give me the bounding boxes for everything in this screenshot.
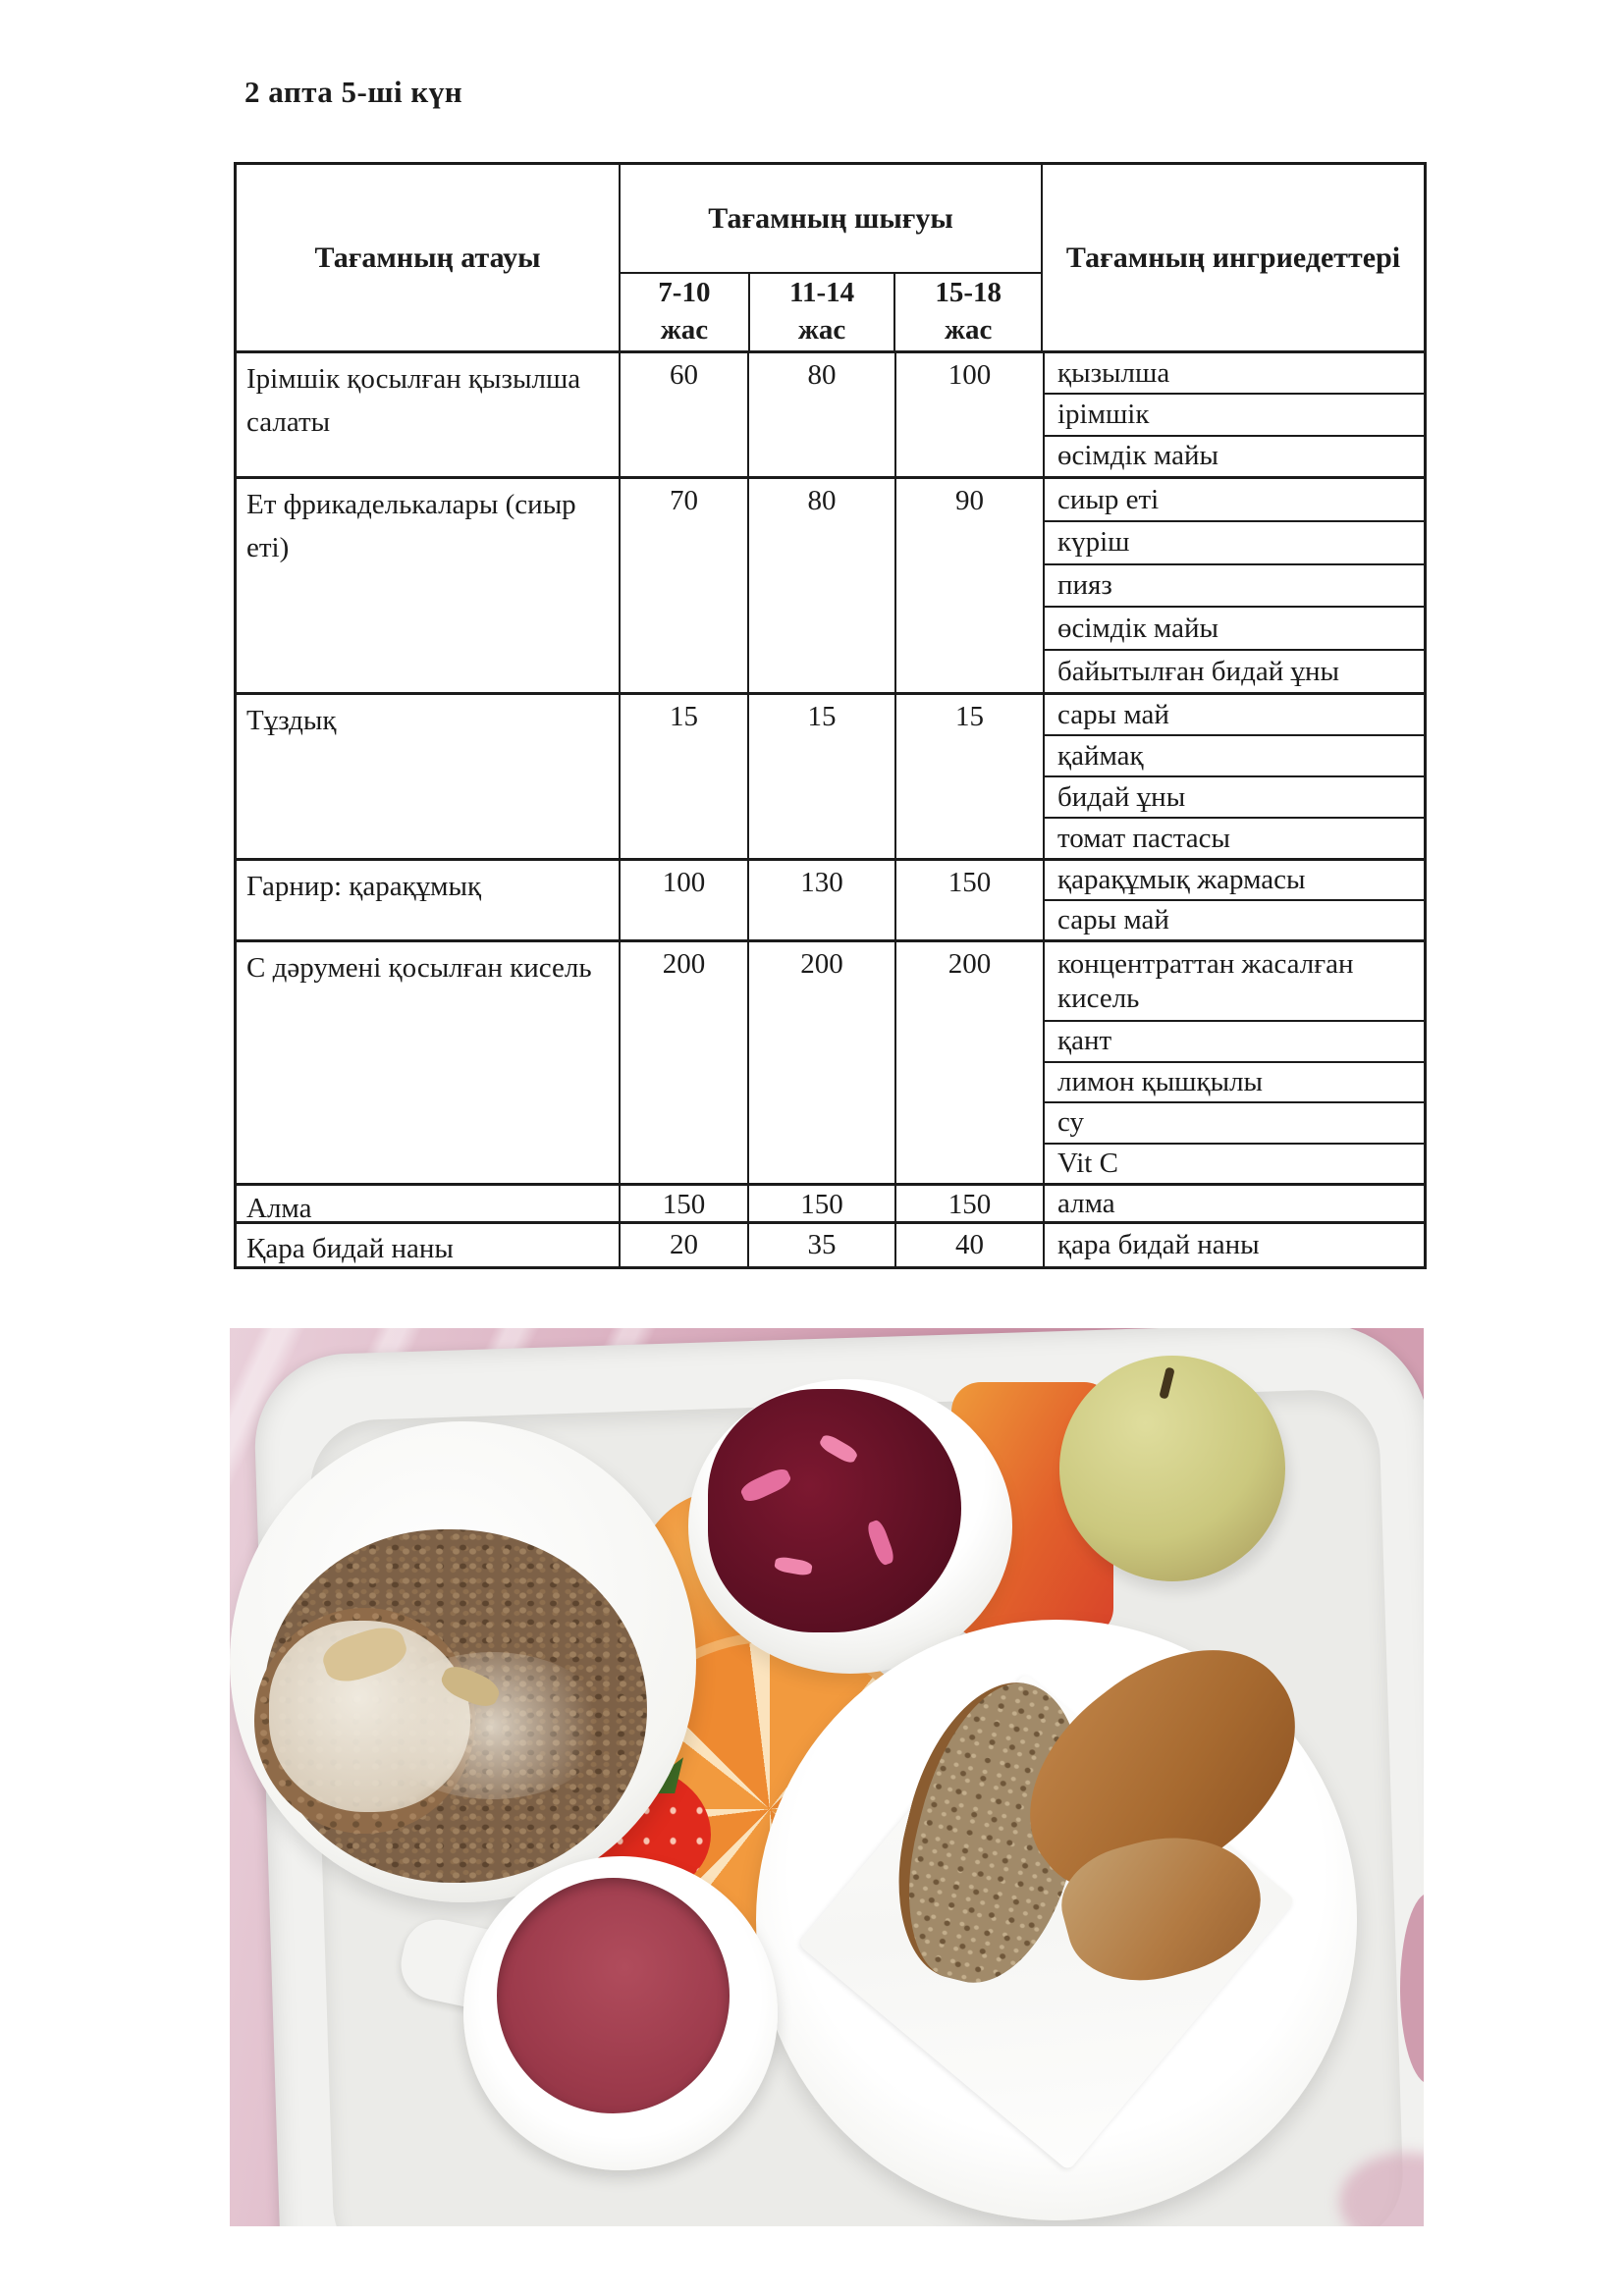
- page-title: 2 апта 5-ші күн: [244, 75, 463, 109]
- meal-photo: [230, 1328, 1424, 2226]
- ingredient: алма: [1057, 1187, 1115, 1219]
- portion-7-10: 100: [619, 861, 747, 939]
- portion-11-14: 80: [747, 479, 894, 692]
- beet-salad: [708, 1389, 961, 1632]
- menu-table: Тағамның атауы Тағамның шығуы 7-10 жас 1…: [234, 162, 1427, 1269]
- ingredient-list: қара бидай наны: [1043, 1224, 1424, 1266]
- portion-7-10: 15: [619, 695, 747, 858]
- ingredient: қызылша: [1057, 356, 1170, 389]
- ingredient: сары май: [1045, 899, 1424, 939]
- ingredient-list: концентраттан жасалған кисель қант лимон…: [1043, 942, 1424, 1183]
- ingredient: сиыр еті: [1057, 483, 1160, 515]
- header-output: Тағамның шығуы: [621, 165, 1041, 274]
- ingredient: Vit C: [1045, 1142, 1424, 1184]
- portion-15-18: 40: [894, 1224, 1043, 1266]
- table-header-row: Тағамның атауы Тағамның шығуы 7-10 жас 1…: [237, 165, 1424, 353]
- portion-15-18: 150: [894, 861, 1043, 939]
- portion-11-14: 150: [747, 1186, 894, 1221]
- ingredient-list: алма: [1043, 1186, 1424, 1221]
- ingredient: лимон қышқылы: [1045, 1060, 1424, 1102]
- dish-name: Алма: [246, 1193, 312, 1224]
- portion-15-18: 100: [894, 353, 1043, 476]
- dish-name: Ет фрикаделькалары (сиыр еті): [246, 489, 576, 563]
- portion-7-10: 60: [619, 353, 747, 476]
- portion-11-14: 130: [747, 861, 894, 939]
- table-row: Тұздық 15 15 15 сары май қаймақ бидай ұн…: [237, 692, 1424, 858]
- dish-name: Ірімшік қосылған қызылша салаты: [246, 363, 581, 438]
- dish-name: Тұздық: [246, 705, 337, 736]
- ingredient: концентраттан жасалған кисель: [1057, 947, 1354, 1014]
- white-sauce-drizzle: [377, 1652, 608, 1799]
- apple: [1059, 1356, 1285, 1581]
- ingredient: қарақұмық жармасы: [1057, 864, 1306, 896]
- ingredient-list: қарақұмық жармасы сары май: [1043, 861, 1424, 939]
- header-age-row: 7-10 жас 11-14 жас 15-18 жас: [621, 274, 1041, 350]
- table-row: Гарнир: қарақұмық 100 130 150 қарақұмық …: [237, 858, 1424, 939]
- kissel-drink: [497, 1878, 730, 2113]
- ingredient: ірімшік: [1045, 393, 1424, 434]
- portion-15-18: 200: [894, 942, 1043, 1183]
- portion-15-18: 150: [894, 1186, 1043, 1221]
- ingredient-list: сиыр еті күріш пияз өсімдік майы байытыл…: [1043, 479, 1424, 692]
- ingredient: сары май: [1057, 698, 1169, 730]
- ingredient: томат пастасы: [1045, 817, 1424, 858]
- header-age-15-18: 15-18 жас: [893, 274, 1041, 350]
- table-row: Ірімшік қосылған қызылша салаты 60 80 10…: [237, 353, 1424, 476]
- portion-11-14: 15: [747, 695, 894, 858]
- portion-7-10: 150: [619, 1186, 747, 1221]
- ingredient-list: сары май қаймақ бидай ұны томат пастасы: [1043, 695, 1424, 858]
- ingredient: қант: [1045, 1020, 1424, 1061]
- header-ingredients: Тағамның ингриедеттері: [1065, 240, 1401, 274]
- table-row: Ет фрикаделькалары (сиыр еті) 70 80 90 с…: [237, 476, 1424, 692]
- header-age-11-14: 11-14 жас: [747, 274, 894, 350]
- portion-7-10: 20: [619, 1224, 747, 1266]
- portion-15-18: 90: [894, 479, 1043, 692]
- ingredient: өсімдік майы: [1045, 606, 1424, 649]
- table-row: Алма 150 150 150 алма: [237, 1183, 1424, 1224]
- dish-name: С дәрумені қосылған кисель: [246, 952, 592, 984]
- ingredient-list: қызылша ірімшік өсімдік майы: [1043, 353, 1424, 476]
- portion-7-10: 70: [619, 479, 747, 692]
- ingredient: өсімдік майы: [1045, 434, 1424, 476]
- dish-name: Гарнир: қарақұмық: [246, 871, 482, 902]
- portion-11-14: 35: [747, 1224, 894, 1266]
- table-row: Қара бидай наны 20 35 40 қара бидай наны: [237, 1221, 1424, 1266]
- header-age-7-10: 7-10 жас: [658, 277, 711, 346]
- ingredient: байытылған бидай ұны: [1045, 649, 1424, 692]
- ingredient: қара бидай наны: [1057, 1229, 1260, 1261]
- dish-name: Қара бидай наны: [246, 1233, 454, 1264]
- portion-15-18: 15: [894, 695, 1043, 858]
- ingredient: бидай ұны: [1045, 775, 1424, 817]
- portion-7-10: 200: [619, 942, 747, 1183]
- header-output-group: Тағамның шығуы 7-10 жас 11-14 жас 15-18 …: [619, 165, 1043, 350]
- portion-11-14: 80: [747, 353, 894, 476]
- ingredient: күріш: [1045, 519, 1424, 563]
- portion-11-14: 200: [747, 942, 894, 1183]
- ingredient: қаймақ: [1045, 734, 1424, 775]
- table-row: С дәрумені қосылған кисель 200 200 200 к…: [237, 939, 1424, 1183]
- header-dish-name: Тағамның атауы: [314, 240, 541, 274]
- ingredient: су: [1045, 1101, 1424, 1143]
- ingredient: пияз: [1045, 562, 1424, 607]
